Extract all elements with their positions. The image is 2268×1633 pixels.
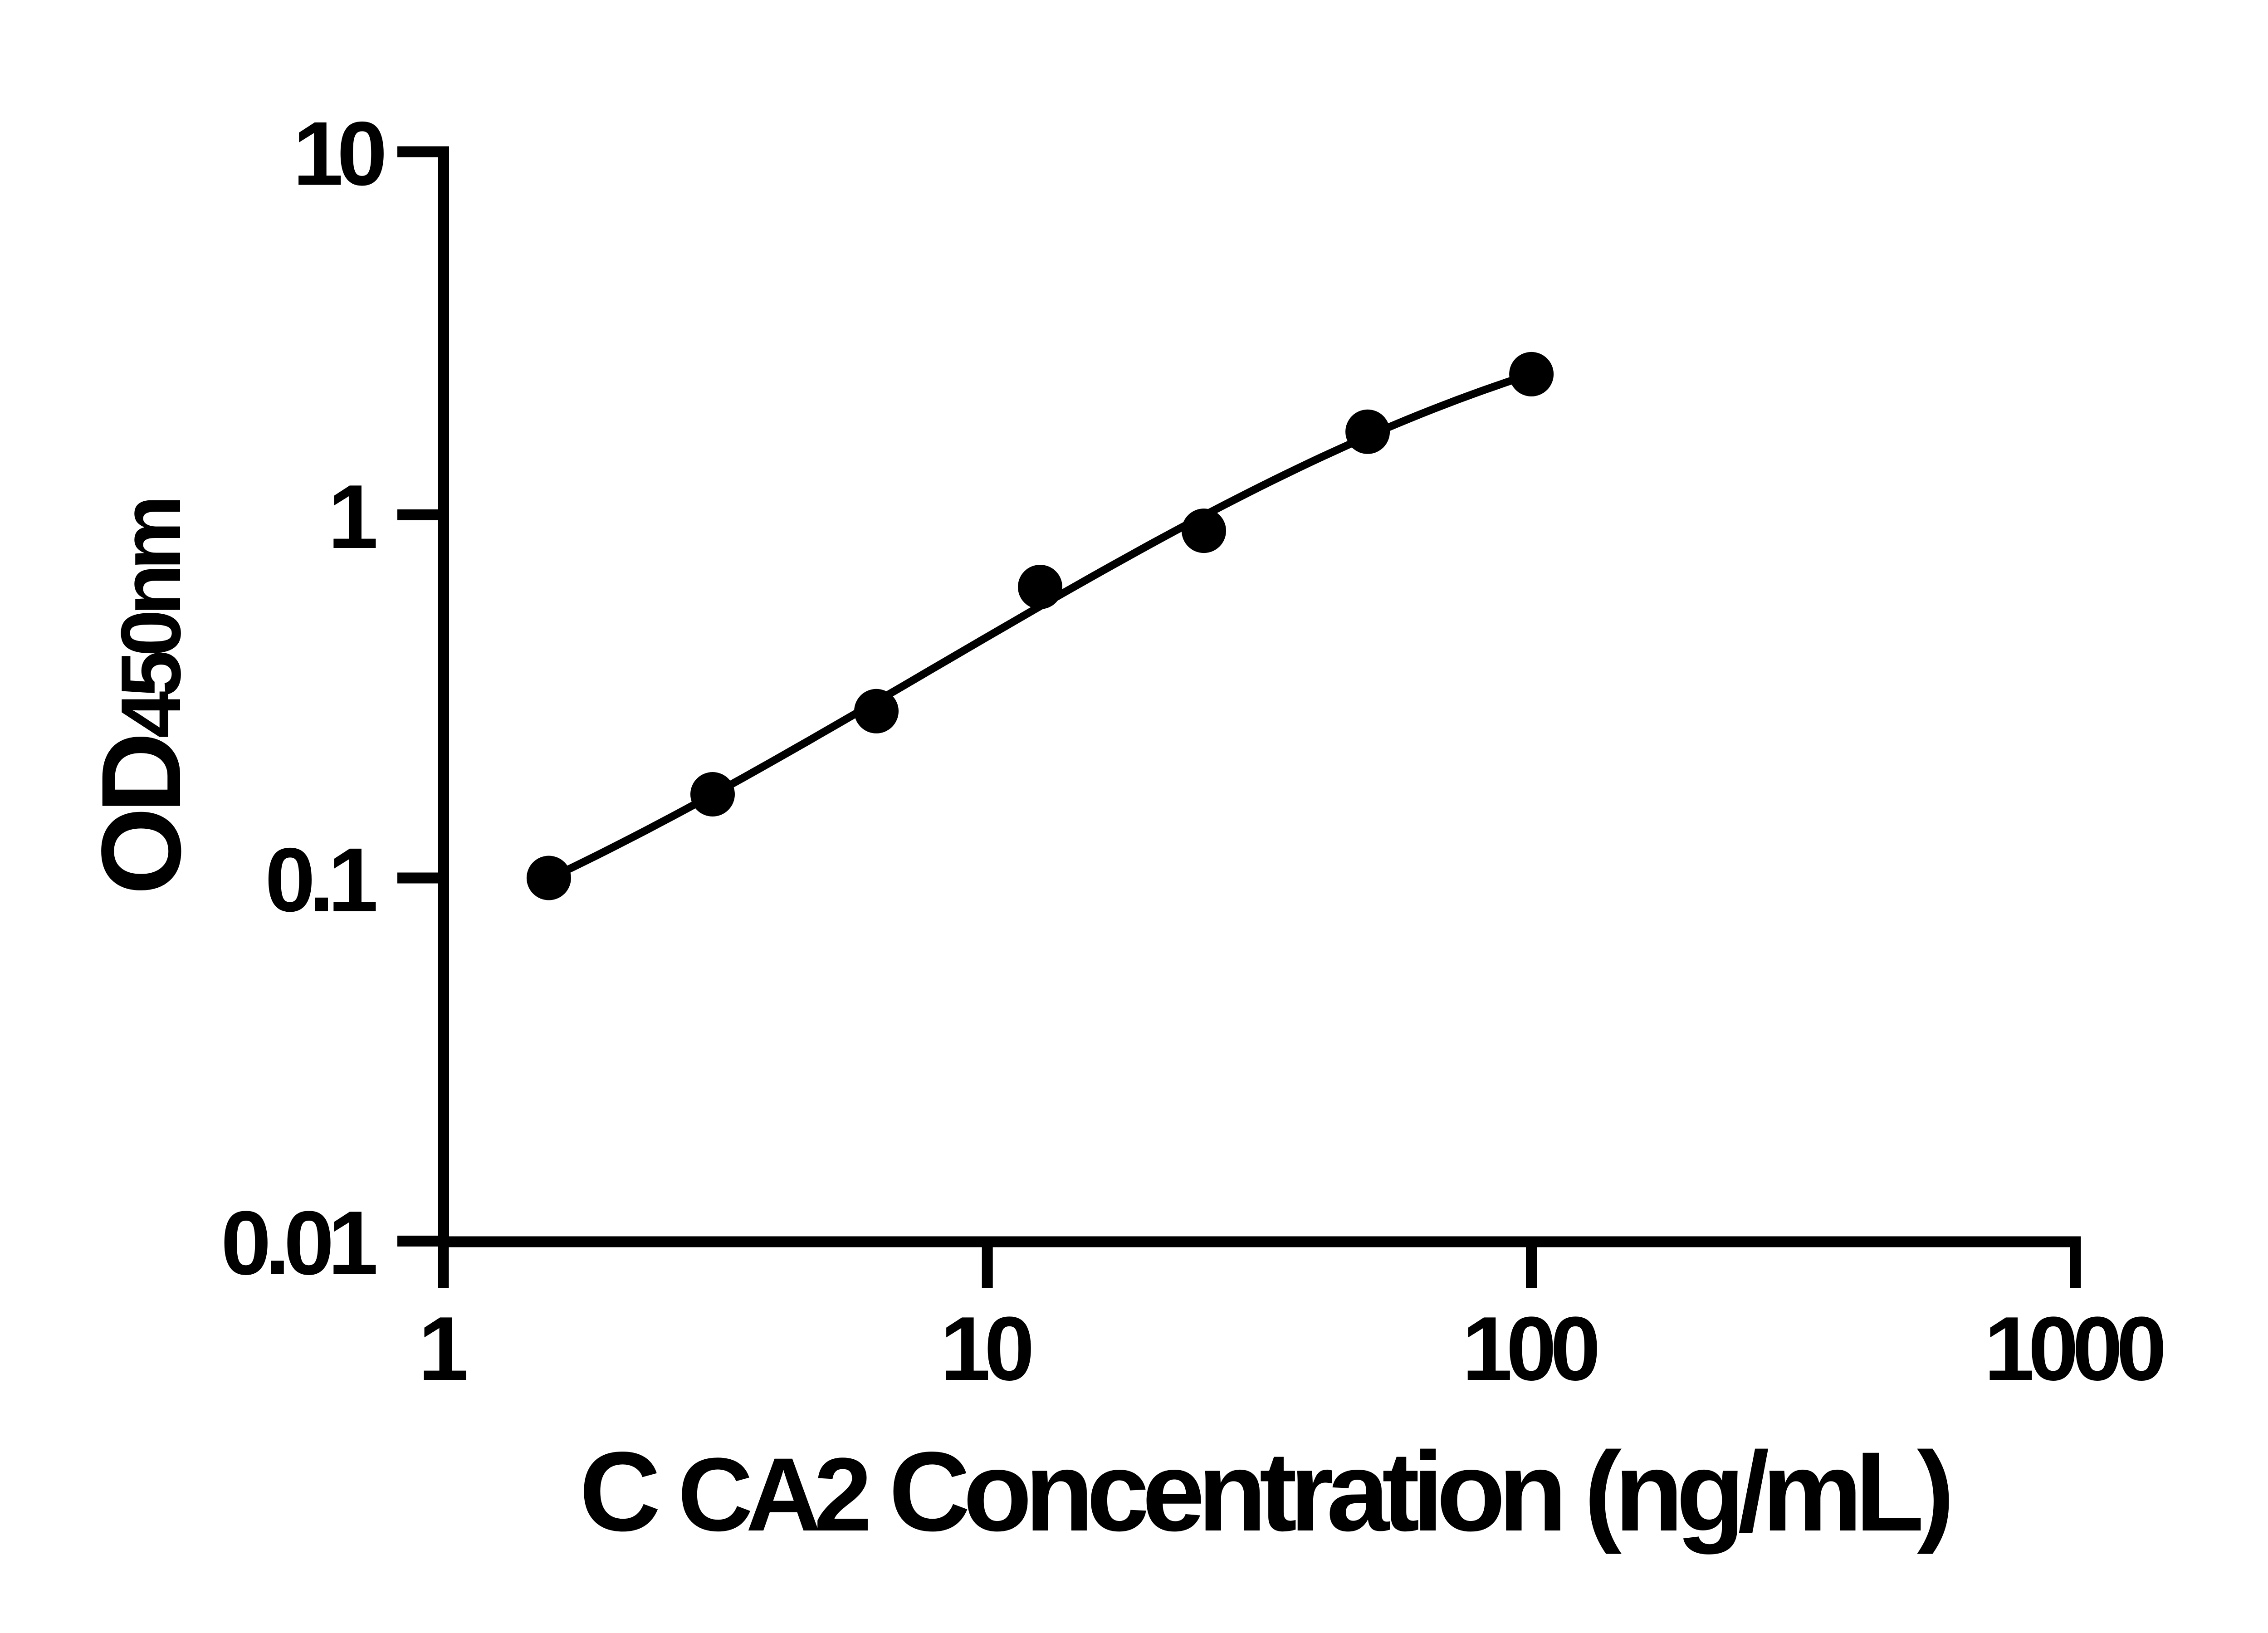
svg-text:10: 10 <box>293 103 384 205</box>
svg-text:10: 10 <box>940 1298 1031 1399</box>
svg-text:1: 1 <box>328 466 378 567</box>
svg-text:OD450nm: OD450nm <box>78 500 204 895</box>
svg-text:1000: 1000 <box>1984 1298 2164 1399</box>
svg-text:0.01: 0.01 <box>221 1193 376 1294</box>
svg-text:1: 1 <box>418 1298 469 1399</box>
svg-text:100: 100 <box>1462 1298 1597 1399</box>
svg-text:0.1: 0.1 <box>265 830 376 931</box>
svg-text:C CA2 Concentration (ng/mL): C CA2 Concentration (ng/mL) <box>579 1428 1949 1555</box>
